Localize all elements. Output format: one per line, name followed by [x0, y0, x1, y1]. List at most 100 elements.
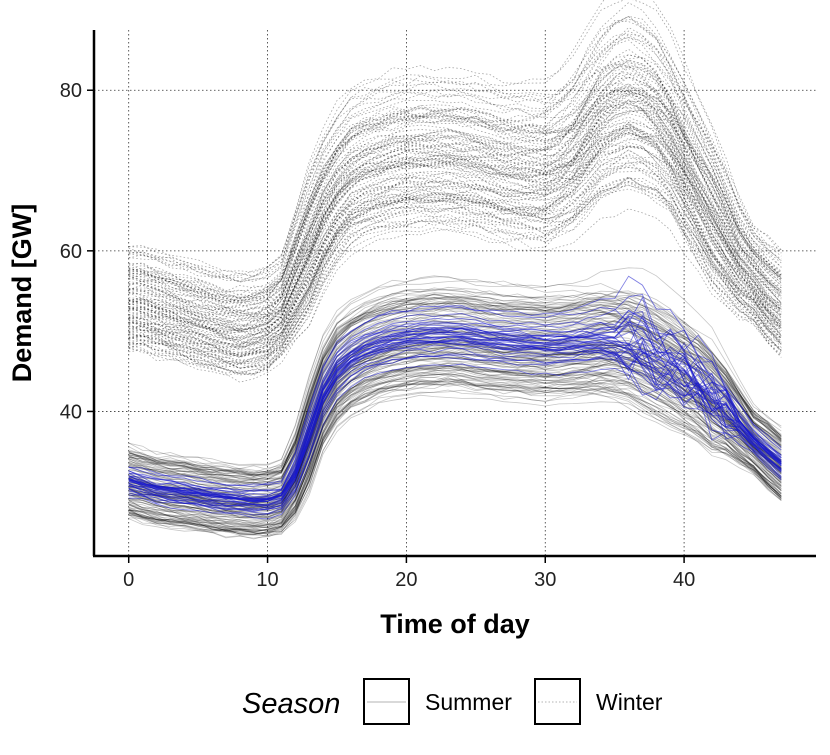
winter-series-line	[128, 87, 782, 346]
legend-title: Season	[242, 688, 340, 720]
winter-series-line	[128, 181, 782, 365]
summer-series-line	[128, 297, 782, 475]
winter-series-line	[128, 2, 782, 293]
highlighted-series-line	[128, 296, 782, 487]
summer-series-line	[128, 381, 782, 532]
winter-series-line	[128, 83, 782, 346]
winter-series-line	[128, 91, 782, 346]
winter-series-line	[128, 66, 782, 320]
summer-series-line	[128, 267, 782, 467]
summer-series-line	[128, 307, 782, 490]
y-tick-label: 40	[60, 401, 82, 423]
summer-series-line	[128, 313, 782, 483]
summer-series-line	[128, 384, 782, 537]
summer-series-line	[128, 378, 782, 535]
highlighted-series-line	[128, 340, 782, 504]
winter-series-line	[128, 89, 782, 322]
x-tick-label: 20	[395, 569, 417, 591]
legend-label-summer: Summer	[425, 689, 512, 715]
winter-series-line	[128, 129, 782, 351]
winter-series-line	[128, 170, 782, 358]
summer-series-line	[128, 296, 782, 480]
y-ticks: 40 60 80	[60, 80, 94, 423]
summer-series-line	[128, 365, 782, 530]
summer-series-line	[128, 364, 782, 519]
winter-series-line	[128, 93, 782, 341]
winter-series-line	[128, 125, 782, 336]
summer-series-line	[128, 319, 782, 493]
winter-series-line	[128, 131, 782, 356]
summer-series-line	[128, 321, 782, 492]
y-tick-label: 60	[60, 241, 82, 263]
winter-series-line	[128, 133, 782, 348]
axes	[92, 30, 816, 558]
winter-series-line	[128, 109, 782, 328]
winter-series-line	[128, 132, 782, 330]
winter-series-line	[128, 109, 782, 353]
summer-series-line	[128, 296, 782, 476]
highlighted-series-line	[128, 327, 782, 500]
x-tick-label: 40	[673, 569, 695, 591]
winter-series-line	[128, 65, 782, 330]
summer-series-line	[128, 293, 782, 476]
highlighted-series-line	[128, 338, 782, 508]
summer-series-line	[128, 379, 782, 532]
winter-series-line	[128, 128, 782, 330]
summer-series-line	[128, 309, 782, 487]
winter-series-line	[128, 16, 782, 297]
winter-series-line	[128, 104, 782, 302]
x-axis-title: Time of day	[380, 609, 530, 639]
winter-series-line	[128, 77, 782, 321]
summer-series-line	[128, 350, 782, 515]
highlighted-series-line	[128, 328, 782, 500]
winter-series-line	[128, 144, 782, 345]
summer-series-line	[128, 293, 782, 477]
summer-series-line	[128, 383, 782, 535]
winter-series-line	[128, 181, 782, 375]
winter-series-line	[128, 95, 782, 345]
summer-series-line	[128, 275, 782, 465]
winter-series-line	[128, 103, 782, 328]
summer-series-line	[128, 356, 782, 521]
summer-series-line	[128, 288, 782, 473]
summer-series-line	[128, 300, 782, 479]
winter-series-line	[128, 48, 782, 318]
winter-series-line	[128, 0, 782, 277]
winter-series-line	[128, 176, 782, 369]
winter-series-line	[128, 54, 782, 318]
summer-series-line	[128, 291, 782, 476]
winter-series-line	[128, 153, 782, 370]
legend-label-winter: Winter	[596, 689, 663, 715]
summer-series-line	[128, 299, 782, 480]
grid-lines	[94, 30, 816, 556]
summer-series-line	[128, 287, 782, 474]
winter-series-line	[128, 160, 782, 350]
summer-series-line	[128, 381, 782, 538]
winter-series-line	[128, 86, 782, 309]
legend-key-winter	[534, 678, 581, 725]
winter-series-line	[128, 33, 782, 292]
highlighted-series-line	[128, 339, 782, 511]
y-axis-title: Demand [GW]	[7, 204, 37, 383]
winter-series-line	[128, 154, 782, 362]
series-layer	[128, 0, 782, 540]
highlighted-series-line	[128, 321, 782, 498]
winter-series-line	[128, 110, 782, 336]
winter-series-line	[128, 56, 782, 278]
winter-series-line	[128, 34, 782, 283]
winter-series-line	[128, 131, 782, 332]
winter-series-line	[128, 125, 782, 331]
winter-series-line	[128, 176, 782, 357]
legend: Season Summer Winter	[242, 678, 663, 725]
winter-series-line	[128, 66, 782, 314]
summer-series-line	[128, 366, 782, 524]
summer-series-line	[128, 294, 782, 486]
summer-series-line	[128, 363, 782, 522]
summer-series-line	[128, 372, 782, 532]
summer-series-line	[128, 376, 782, 532]
summer-series-line	[128, 377, 782, 530]
summer-series-line	[128, 378, 782, 535]
summer-series-line	[128, 367, 782, 528]
x-ticks: 0 10 20 30 40	[123, 556, 695, 591]
